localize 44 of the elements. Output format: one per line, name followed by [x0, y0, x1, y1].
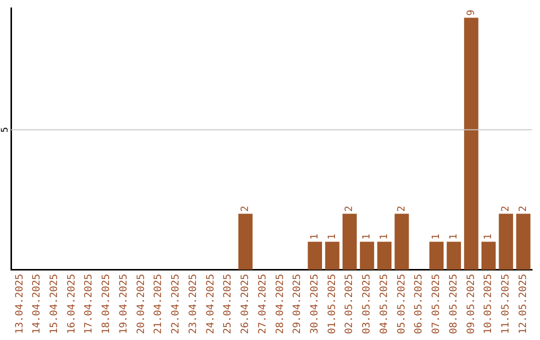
data-label: 1 [310, 234, 321, 240]
x-tick-label: 11.05.2025 [500, 274, 512, 334]
data-label: 1 [431, 234, 442, 240]
x-tick-label: 16.04.2025 [66, 274, 78, 334]
data-label: 1 [378, 234, 390, 240]
x-tick-label: 26.04.2025 [240, 274, 252, 334]
x-tick-label: 13.04.2025 [14, 274, 26, 334]
x-tick-label: 21.04.2025 [153, 274, 164, 334]
data-label: 2 [240, 206, 252, 212]
data-label: 1 [448, 234, 460, 240]
data-label: 2 [396, 206, 408, 212]
data-label: 1 [326, 234, 338, 240]
x-tick-label: 30.04.2025 [310, 274, 321, 334]
x-tick-label: 27.04.2025 [257, 274, 268, 334]
data-label: 9 [466, 10, 477, 16]
x-tick-label: 17.04.2025 [84, 274, 95, 334]
x-tick-label: 14.04.2025 [32, 274, 43, 334]
x-tick-label: 20.04.2025 [136, 274, 147, 334]
x-tick-label: 01.05.2025 [326, 274, 338, 334]
x-tick-label: 24.04.2025 [205, 274, 216, 334]
data-label: 2 [518, 206, 529, 212]
data-label: 2 [500, 206, 512, 212]
x-tick-label: 07.05.2025 [431, 274, 442, 334]
ref-line-label: 5 [0, 127, 10, 133]
x-tick-label: 10.05.2025 [483, 274, 494, 334]
x-tick-label: 29.04.2025 [292, 274, 304, 334]
data-label: 2 [344, 206, 356, 212]
data-label: 1 [362, 234, 373, 240]
x-tick-label: 09.05.2025 [466, 274, 477, 334]
x-tick-label: 22.04.2025 [170, 274, 182, 334]
x-tick-label: 28.04.2025 [274, 274, 286, 334]
x-tick-label: 25.04.2025 [222, 274, 234, 334]
x-tick-label: 05.05.2025 [396, 274, 408, 334]
data-label: 1 [483, 234, 494, 240]
x-tick-label: 19.04.2025 [118, 274, 130, 334]
x-tick-label: 04.05.2025 [378, 274, 390, 334]
x-tick-label: 23.04.2025 [188, 274, 199, 334]
x-tick-label: 08.05.2025 [448, 274, 460, 334]
x-tick-label: 12.05.2025 [518, 274, 529, 334]
x-tick-label: 15.04.2025 [49, 274, 60, 334]
x-tick-label: 02.05.2025 [344, 274, 356, 334]
x-tick-label: 18.04.2025 [101, 274, 112, 334]
x-tick-label: 03.05.2025 [362, 274, 373, 334]
x-tick-label: 06.05.2025 [414, 274, 425, 334]
